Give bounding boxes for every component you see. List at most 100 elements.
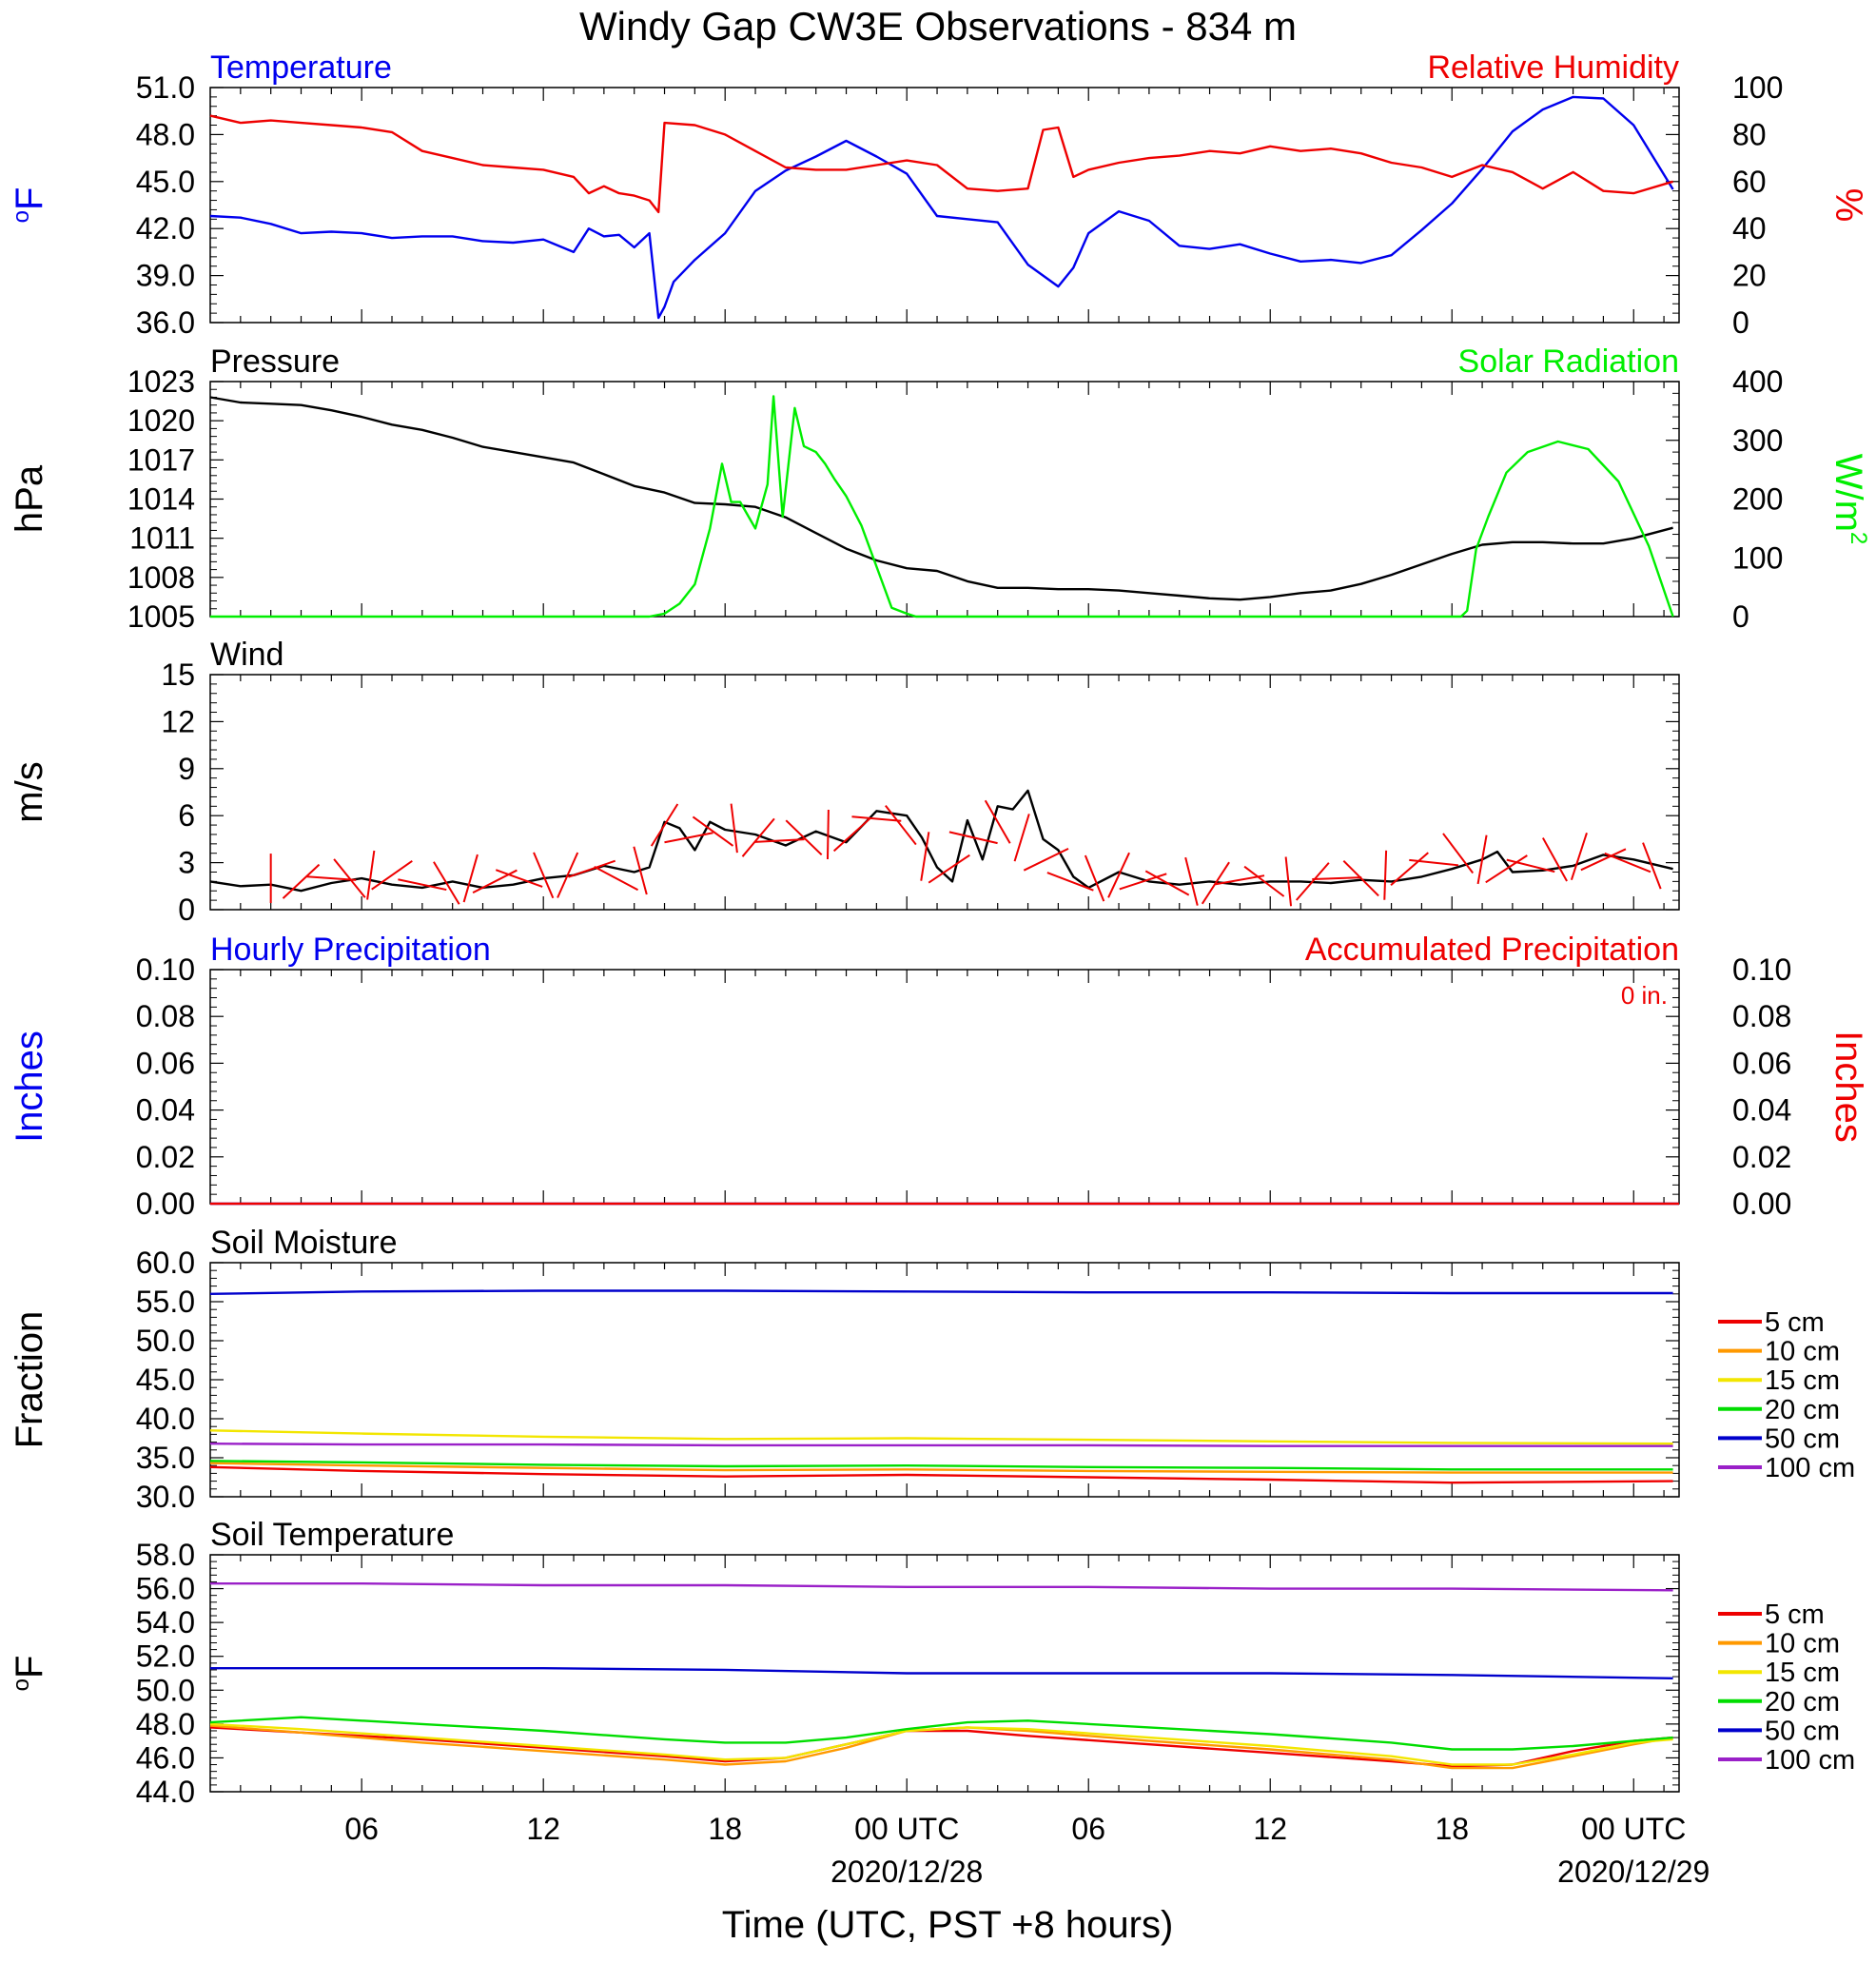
- wind-barb: [433, 861, 460, 905]
- panel-title-left: Soil Moisture: [210, 1225, 398, 1261]
- y-tick-label-left: 56.0: [136, 1572, 195, 1606]
- wind-barb: [1642, 842, 1662, 890]
- y-axis-label-left: Fraction: [9, 1311, 50, 1449]
- figure-title: Windy Gap CW3E Observations - 834 m: [579, 4, 1297, 49]
- wind-barb: [832, 816, 871, 853]
- panel-title-left: Pressure: [210, 344, 340, 380]
- wind-barb: [692, 815, 734, 847]
- y-tick-label-left: 50.0: [136, 1673, 195, 1707]
- series-line-5-cm: [209, 1465, 1673, 1484]
- series-line-100-cm: [209, 1442, 1673, 1447]
- y-tick-label-left: 1014: [127, 482, 195, 517]
- y-tick-label-right: 60: [1732, 165, 1767, 199]
- y-tick-label-left: 0.02: [136, 1140, 195, 1174]
- wind-barb: [1013, 814, 1030, 862]
- wind-barb: [984, 799, 1011, 844]
- y-tick-label-left: 40.0: [136, 1402, 195, 1436]
- wind-barb: [1541, 837, 1568, 882]
- wind-barb: [664, 832, 713, 844]
- wind-barb: [741, 817, 775, 857]
- wind-barb: [1119, 873, 1167, 891]
- wind-barb: [1312, 876, 1362, 880]
- x-tick-label: 00 UTC: [854, 1812, 959, 1846]
- x-date-label: 2020/12/29: [1557, 1855, 1710, 1889]
- wind-barb: [826, 809, 830, 859]
- x-tick-label: 06: [344, 1812, 379, 1846]
- x-tick-label: 12: [526, 1812, 560, 1846]
- wind-barb: [785, 819, 823, 856]
- y-tick-label-left: 3: [178, 846, 195, 880]
- wind-barb: [1084, 854, 1105, 902]
- y-tick-label-right: 20: [1732, 259, 1767, 293]
- plot-frame: [209, 1554, 1680, 1793]
- wind-barb: [371, 860, 413, 891]
- panel-soil-moisture: 30.0 35.0 40.0 45.0 50.0 55.0 60.0 Soil Moistur…: [9, 1225, 1855, 1514]
- y-tick-label-left: 35.0: [136, 1441, 195, 1475]
- wind-barb: [1107, 852, 1130, 898]
- series-line-100-cm: [210, 1581, 1673, 1592]
- panel-soil-temperature: 44.046.048.050.052.054.056.058.0 Soil Tem…: [9, 1517, 1855, 1809]
- x-date-label: 2020/12/28: [831, 1855, 983, 1889]
- wind-barb: [1580, 848, 1627, 872]
- wind-barb: [1144, 870, 1190, 896]
- y-tick-label-right: 40: [1732, 211, 1767, 245]
- wind-barb: [730, 803, 738, 854]
- wind-barb: [1476, 834, 1488, 885]
- legend-label: 10 cm: [1765, 1337, 1840, 1367]
- y-tick-label-left: 39.0: [136, 259, 195, 293]
- accumulation-label: 0 in.: [1621, 981, 1668, 1010]
- y-tick-label-left: 6: [178, 798, 195, 833]
- wind-barb: [633, 846, 648, 895]
- y-tick-label-left: 45.0: [136, 1363, 195, 1397]
- wind-barb: [754, 838, 805, 843]
- panel-title-left: Hourly Precipitation: [210, 932, 491, 968]
- y-tick-label-left: 15: [161, 658, 195, 692]
- legend-label: 50 cm: [1765, 1716, 1840, 1746]
- y-tick-label-left: 0.06: [136, 1046, 195, 1080]
- y-tick-label-left: 44.0: [136, 1775, 195, 1809]
- y-tick-label-left: 48.0: [136, 1707, 195, 1741]
- panel-title-left: Temperature: [210, 49, 392, 86]
- legend-label: 20 cm: [1765, 1395, 1840, 1425]
- y-tick-label-left: 0.08: [136, 999, 195, 1033]
- y-tick-label-left: 0: [178, 893, 195, 927]
- y-tick-label-left: 55.0: [136, 1285, 195, 1319]
- y-tick-label-left: 48.0: [136, 117, 195, 151]
- y-tick-label-left: 12: [161, 704, 195, 738]
- panel-title-right: Accumulated Precipitation: [1305, 932, 1679, 968]
- wind-barb: [1184, 856, 1199, 906]
- wind-barb: [920, 832, 930, 881]
- y-tick-label-right: 0.04: [1732, 1093, 1791, 1128]
- plot-frame: [209, 87, 1680, 324]
- y-tick-label-left: 30.0: [136, 1480, 195, 1514]
- legend-label: 5 cm: [1765, 1600, 1825, 1630]
- y-tick-label-right: 0.06: [1732, 1046, 1791, 1080]
- x-tick-label: 00 UTC: [1581, 1812, 1686, 1846]
- y-tick-label-left: 50.0: [136, 1324, 195, 1358]
- y-tick-label-left: 1023: [127, 364, 195, 399]
- wind-barb: [1342, 859, 1379, 897]
- y-tick-label-right: 200: [1732, 482, 1783, 517]
- y-tick-label-left: 1011: [129, 521, 195, 556]
- legend-label: 5 cm: [1765, 1307, 1825, 1338]
- y-tick-label-right: 100: [1732, 70, 1783, 105]
- panel-title-left: Soil Temperature: [210, 1517, 454, 1553]
- series-line-15-cm: [209, 1429, 1673, 1445]
- y-axis-label-right: Inches: [1827, 1031, 1869, 1143]
- y-axis-label-left: oF: [9, 1656, 50, 1692]
- wind-barb: [398, 878, 447, 892]
- panel-wind: 0 3 6 9 12 15 Wind m/s: [9, 637, 1680, 927]
- y-axis-label-right: W/m2: [1827, 454, 1871, 545]
- wind-barb: [1442, 833, 1475, 874]
- panel-temperature-humidity: 36.0 39.0 42.0 45.0 48.0 51.0 0 20 40 60 80 100 Temp…: [9, 49, 1869, 340]
- y-tick-label-left: 1017: [127, 442, 195, 477]
- plot-frame: [209, 674, 1680, 911]
- x-tick-label: 18: [1435, 1812, 1469, 1846]
- panel-title-right: Solar Radiation: [1458, 344, 1679, 380]
- wind-barb: [594, 865, 639, 892]
- wind-barb: [462, 854, 479, 903]
- y-tick-label-left: 1020: [127, 403, 195, 438]
- series-line-temperature: [209, 95, 1674, 320]
- y-tick-label-left: 0.10: [136, 952, 195, 987]
